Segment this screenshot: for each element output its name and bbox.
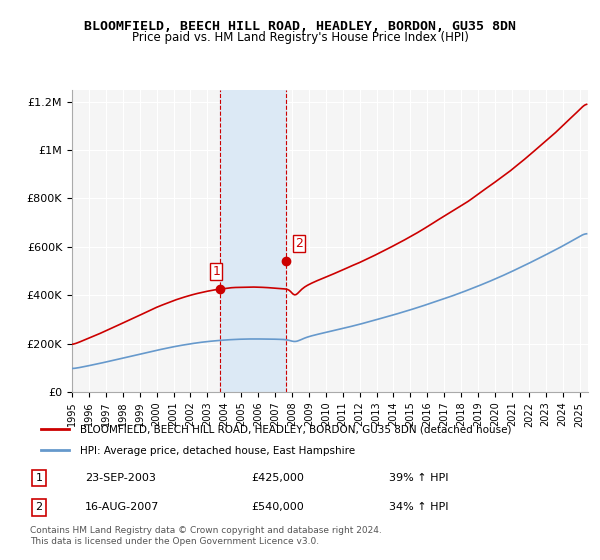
Text: 1: 1	[35, 473, 43, 483]
Text: 39% ↑ HPI: 39% ↑ HPI	[389, 473, 448, 483]
Text: BLOOMFIELD, BEECH HILL ROAD, HEADLEY, BORDON, GU35 8DN: BLOOMFIELD, BEECH HILL ROAD, HEADLEY, BO…	[84, 20, 516, 32]
Text: Contains HM Land Registry data © Crown copyright and database right 2024.
This d: Contains HM Land Registry data © Crown c…	[30, 526, 382, 546]
Text: £540,000: £540,000	[251, 502, 304, 512]
Text: 16-AUG-2007: 16-AUG-2007	[85, 502, 160, 512]
Text: 2: 2	[35, 502, 43, 512]
Text: 2: 2	[295, 237, 303, 250]
Text: 34% ↑ HPI: 34% ↑ HPI	[389, 502, 448, 512]
Text: Price paid vs. HM Land Registry's House Price Index (HPI): Price paid vs. HM Land Registry's House …	[131, 31, 469, 44]
Text: HPI: Average price, detached house, East Hampshire: HPI: Average price, detached house, East…	[80, 446, 355, 456]
Text: 1: 1	[212, 265, 220, 278]
Text: BLOOMFIELD, BEECH HILL ROAD, HEADLEY, BORDON, GU35 8DN (detached house): BLOOMFIELD, BEECH HILL ROAD, HEADLEY, BO…	[80, 424, 511, 435]
Text: £425,000: £425,000	[251, 473, 304, 483]
Bar	[220, 90, 286, 392]
Text: 23-SEP-2003: 23-SEP-2003	[85, 473, 156, 483]
